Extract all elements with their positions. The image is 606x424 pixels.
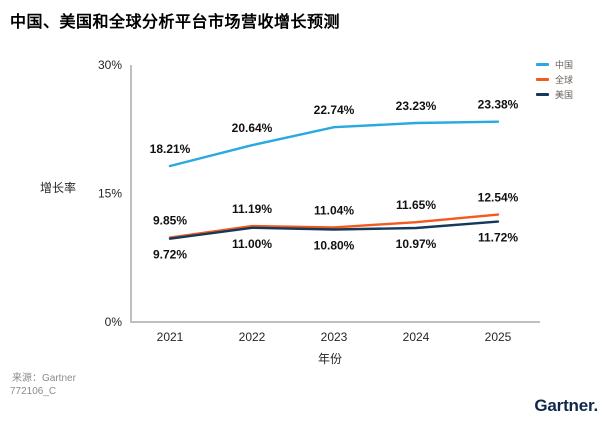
gartner-logo: Gartner. xyxy=(534,396,598,415)
data-label: 23.38% xyxy=(478,98,519,112)
data-label: 10.97% xyxy=(396,237,437,251)
source-note: 来源：Gartner xyxy=(12,373,76,384)
data-label: 11.19% xyxy=(232,202,272,216)
x-tick-label: 2021 xyxy=(157,330,184,344)
series-line-1 xyxy=(168,213,500,239)
axis-lines xyxy=(130,65,540,323)
data-label: 22.74% xyxy=(314,103,355,117)
legend-label-china: 中国 xyxy=(555,60,574,70)
data-label: 11.04% xyxy=(314,203,354,217)
x-tick-label: 2024 xyxy=(403,330,430,344)
x-tick-label: 2023 xyxy=(321,330,348,344)
legend-label-us: 美国 xyxy=(555,90,574,100)
y-axis-title: 增长率 xyxy=(40,181,77,195)
y-tick-label: 0% xyxy=(105,315,123,329)
document-id: 772106_C xyxy=(10,386,57,397)
china-line-swatch xyxy=(536,63,549,66)
series-line-0 xyxy=(168,120,500,168)
data-label: 11.72% xyxy=(478,231,518,245)
data-label: 18.21% xyxy=(150,142,191,156)
x-axis-title: 年份 xyxy=(318,352,343,366)
chart-title: 中国、美国和全球分析平台市场营收增长预测 xyxy=(10,14,341,31)
data-label: 9.85% xyxy=(153,214,187,228)
series-line-2 xyxy=(168,220,500,240)
us-line-swatch xyxy=(536,93,549,96)
legend: 中国 全球 美国 xyxy=(536,57,573,102)
global-line-swatch xyxy=(536,78,549,81)
legend-item-china: 中国 xyxy=(536,57,573,72)
legend-label-global: 全球 xyxy=(555,75,574,85)
data-label: 20.64% xyxy=(232,121,273,135)
y-tick-label: 30% xyxy=(98,58,122,72)
data-label: 12.54% xyxy=(478,191,519,205)
data-label: 23.23% xyxy=(396,99,437,113)
data-label: 11.00% xyxy=(232,237,272,251)
data-label: 10.80% xyxy=(314,238,355,252)
data-label: 9.72% xyxy=(153,248,187,262)
legend-item-global: 全球 xyxy=(536,72,573,87)
x-tick-label: 2022 xyxy=(239,330,266,344)
x-tick-label: 2025 xyxy=(485,330,512,344)
y-tick-label: 15% xyxy=(98,187,122,201)
legend-item-us: 美国 xyxy=(536,87,573,102)
data-label: 11.65% xyxy=(396,198,436,212)
